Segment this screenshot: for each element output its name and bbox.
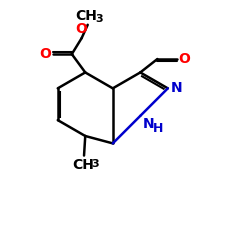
Text: H: H: [152, 122, 163, 135]
Text: N: N: [171, 81, 182, 95]
Text: N: N: [143, 117, 154, 131]
Text: 3: 3: [91, 159, 99, 169]
Text: O: O: [76, 22, 88, 36]
Text: CH: CH: [76, 9, 98, 23]
Text: 3: 3: [95, 14, 103, 24]
Text: CH: CH: [72, 158, 94, 172]
Text: O: O: [40, 47, 52, 61]
Text: O: O: [178, 52, 190, 66]
